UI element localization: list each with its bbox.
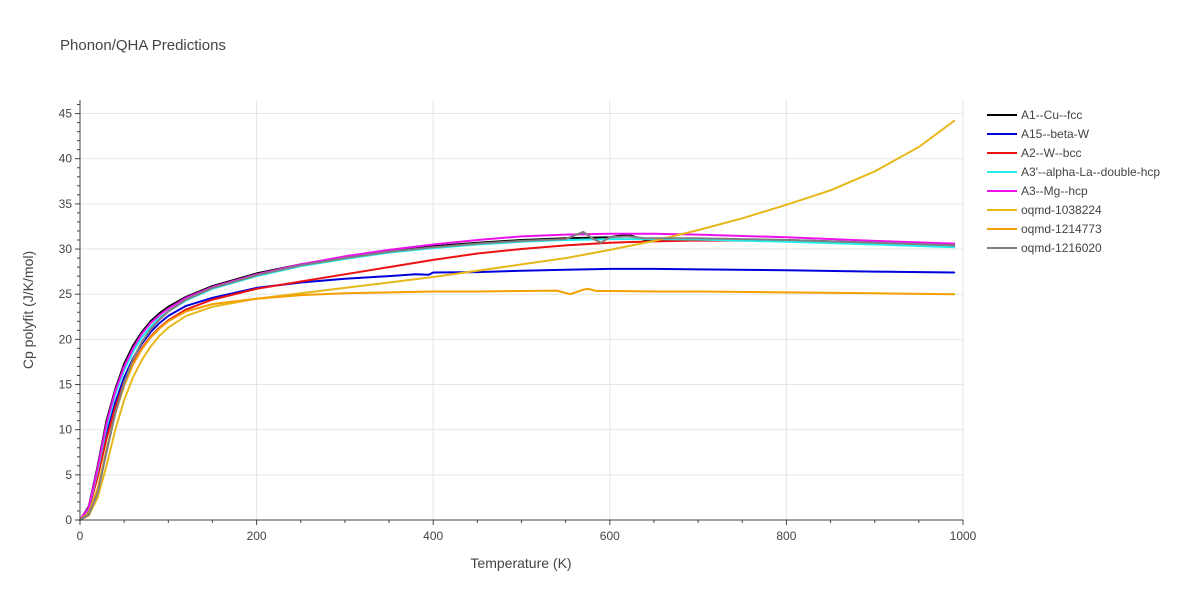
y-tick-label: 15 [59, 378, 73, 392]
x-tick-label: 1000 [950, 529, 977, 543]
x-tick-label: 0 [77, 529, 84, 543]
x-tick-label: 800 [776, 529, 796, 543]
y-tick-label: 10 [59, 423, 73, 437]
series-line-oqmd-1214773[interactable] [79, 287, 956, 521]
legend-label: A3--Mg--hcp [1021, 184, 1088, 198]
legend-item[interactable]: A2--W--bcc [987, 146, 1081, 160]
series-line-a3-mg-hcp[interactable] [79, 232, 956, 521]
x-axis-title: Temperature (K) [470, 555, 571, 571]
legend-item[interactable]: A3--Mg--hcp [987, 184, 1088, 198]
legend[interactable]: A1--Cu--fcc A15--beta-W A2--W--bcc A3'--alp… [987, 108, 1160, 255]
y-axis-title: Cp polyfit (J/K/mol) [20, 251, 36, 369]
x-tick-label: 600 [600, 529, 620, 543]
y-tick-label: 35 [59, 197, 73, 211]
y-tick-label: 20 [59, 332, 73, 346]
y-tick-label: 25 [59, 287, 73, 301]
legend-item[interactable]: A15--beta-W [987, 127, 1090, 141]
legend-label: oqmd-1216020 [1021, 241, 1102, 255]
legend-item[interactable]: A3'--alpha-La--double-hcp [987, 165, 1160, 179]
series-line-oqmd-1038224[interactable] [79, 119, 956, 521]
legend-item[interactable]: oqmd-1038224 [987, 203, 1102, 217]
series-line-a3-alpha-la-double-hcp[interactable] [79, 238, 956, 521]
x-tick-label: 400 [423, 529, 443, 543]
grid [80, 100, 964, 520]
y-tick-label: 30 [59, 242, 73, 256]
axes: 0 200 400 600 800 1000 0 5 10 15 20 25 30 35 40 45 [59, 100, 977, 543]
y-tick-label: 5 [65, 468, 72, 482]
y-tick-label: 40 [59, 152, 73, 166]
y-tick-label: 45 [59, 107, 73, 121]
legend-label: oqmd-1038224 [1021, 203, 1102, 217]
legend-label: A3'--alpha-La--double-hcp [1021, 165, 1160, 179]
series-line-a2-w-bcc[interactable] [79, 239, 956, 521]
legend-label: A1--Cu--fcc [1021, 108, 1082, 122]
legend-label: oqmd-1214773 [1021, 222, 1102, 236]
series-line-a1-cu-fcc[interactable] [79, 233, 956, 521]
legend-label: A2--W--bcc [1021, 146, 1081, 160]
legend-item[interactable]: oqmd-1214773 [987, 222, 1102, 236]
legend-item[interactable]: oqmd-1216020 [987, 241, 1102, 255]
x-tick-label: 200 [247, 529, 267, 543]
chart-title: Phonon/QHA Predictions [60, 37, 226, 54]
legend-label: A15--beta-W [1021, 127, 1090, 141]
plot-area[interactable] [79, 119, 956, 521]
legend-item[interactable]: A1--Cu--fcc [987, 108, 1082, 122]
series-line-oqmd-1216020[interactable] [79, 230, 956, 521]
y-tick-label: 0 [65, 513, 72, 527]
